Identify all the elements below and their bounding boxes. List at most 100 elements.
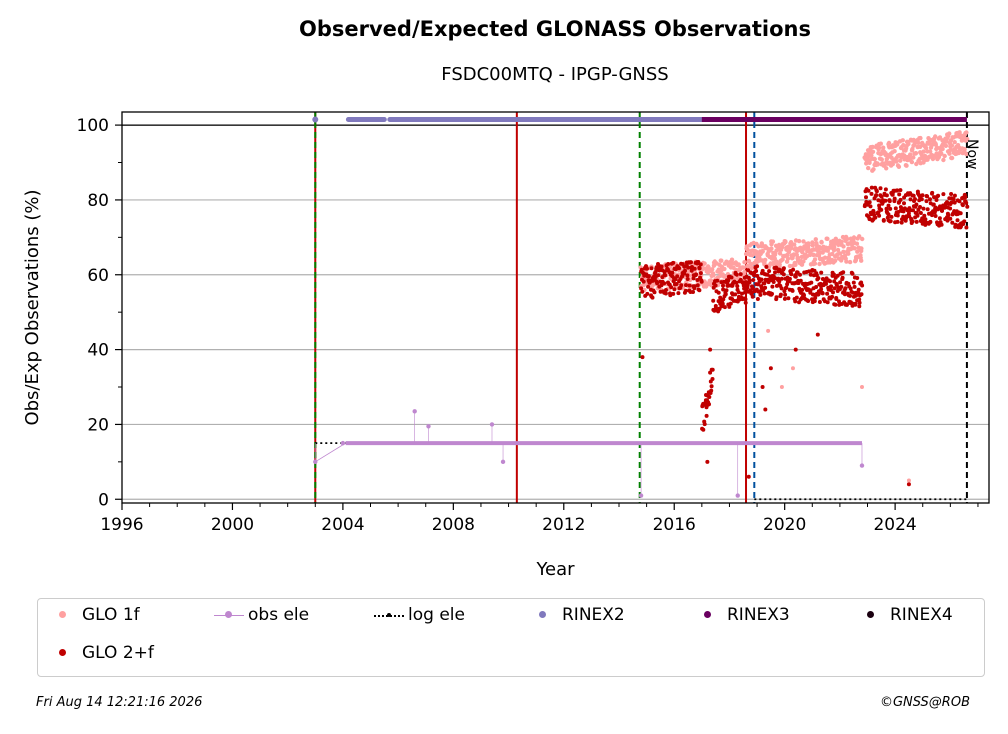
data-point — [910, 219, 915, 224]
data-point — [895, 219, 900, 224]
data-point — [916, 140, 921, 145]
data-point — [791, 267, 796, 272]
data-point — [835, 273, 840, 278]
data-point — [801, 259, 806, 264]
data-point — [820, 291, 825, 296]
data-point — [743, 280, 748, 285]
data-point — [837, 299, 841, 304]
data-point — [869, 191, 874, 196]
data-point — [770, 284, 775, 289]
data-point — [949, 143, 955, 148]
data-point — [886, 203, 891, 208]
data-point — [655, 281, 660, 286]
data-point — [640, 289, 645, 294]
data-point — [685, 277, 690, 281]
data-point — [946, 213, 951, 218]
data-point — [769, 246, 774, 251]
data-point — [686, 265, 691, 270]
data-point — [767, 269, 772, 274]
data-point — [879, 194, 884, 199]
data-point — [751, 278, 756, 282]
data-point — [768, 366, 773, 371]
data-point — [750, 294, 755, 299]
rinex2-point — [312, 116, 319, 123]
data-point — [928, 197, 932, 202]
data-point — [707, 395, 712, 399]
data-point — [839, 284, 844, 289]
data-point — [745, 247, 750, 252]
x-tick-label: 2016 — [653, 515, 696, 535]
data-point — [722, 305, 727, 310]
data-point — [871, 167, 876, 172]
data-point — [707, 402, 711, 407]
data-point — [646, 284, 651, 289]
data-point — [915, 213, 920, 218]
data-point — [944, 139, 949, 144]
obs-ele-point — [426, 424, 431, 429]
data-point — [664, 288, 668, 292]
data-point — [867, 200, 872, 205]
data-point — [908, 152, 913, 157]
data-point — [722, 266, 727, 272]
legend-label: RINEX3 — [727, 605, 790, 625]
data-point — [709, 384, 714, 389]
data-point — [695, 283, 700, 288]
data-point — [746, 474, 751, 479]
y-tick-label: 40 — [87, 341, 109, 361]
data-point — [941, 192, 946, 197]
data-point — [964, 225, 969, 230]
data-point — [851, 280, 856, 285]
data-point — [930, 156, 936, 162]
data-point — [675, 274, 680, 279]
data-point — [855, 249, 860, 254]
data-point — [897, 192, 902, 197]
data-point — [793, 262, 798, 267]
data-point — [812, 257, 818, 262]
obs-ele-point — [489, 422, 495, 427]
data-point — [857, 304, 862, 309]
data-point — [802, 293, 806, 298]
data-point — [656, 273, 661, 278]
data-point — [878, 186, 883, 191]
data-point — [699, 279, 704, 284]
data-point — [734, 272, 739, 277]
data-point — [673, 277, 678, 282]
data-point — [841, 244, 846, 249]
data-point — [762, 291, 767, 296]
data-point — [833, 302, 838, 307]
data-point — [851, 290, 856, 295]
legend: GLO 1f obs ele log ele RINEX2 RINEX3 RINEX4 GL… — [37, 598, 985, 677]
data-point — [855, 276, 860, 280]
data-point — [741, 265, 746, 270]
data-point — [710, 267, 715, 272]
data-point — [814, 285, 819, 289]
data-point — [766, 328, 771, 333]
data-point — [947, 151, 952, 156]
obs-ele-point — [340, 440, 346, 446]
data-point — [872, 156, 877, 162]
data-point — [811, 252, 816, 258]
data-point — [875, 162, 880, 167]
data-point — [925, 207, 930, 212]
footer-credit: ©GNSS@ROB — [879, 695, 970, 710]
data-point — [763, 257, 768, 263]
data-point — [957, 130, 962, 135]
legend-label: obs ele — [248, 605, 310, 625]
data-point — [782, 289, 787, 294]
data-point — [846, 251, 851, 256]
legend-symbol — [48, 646, 78, 660]
data-point — [874, 189, 879, 194]
data-point — [781, 266, 786, 271]
data-point — [830, 251, 835, 257]
legend-label: log ele — [408, 605, 465, 625]
data-point — [671, 291, 676, 296]
data-point — [759, 277, 764, 282]
y-tick-label: 20 — [87, 415, 109, 435]
data-point — [711, 298, 716, 303]
y-axis-label: Obs/Exp Observations (%) — [22, 189, 43, 425]
data-point — [719, 258, 724, 263]
obs-ele-point — [412, 409, 417, 414]
data-point — [788, 240, 794, 245]
data-point — [777, 279, 782, 284]
data-point — [930, 190, 935, 195]
